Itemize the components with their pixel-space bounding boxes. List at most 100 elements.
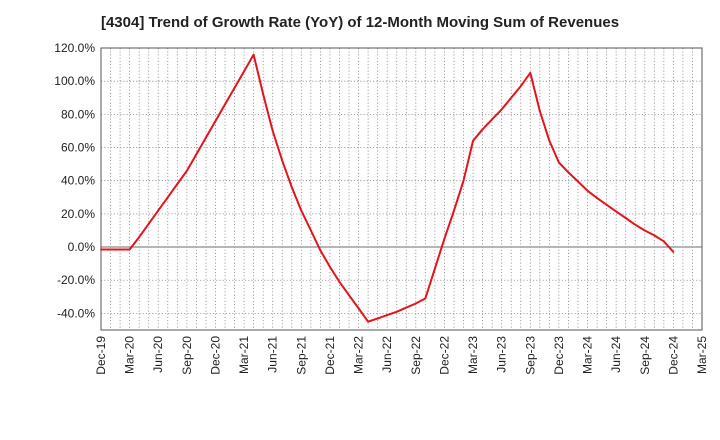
data-point — [672, 251, 675, 253]
x-tick-label: Mar-21 — [237, 336, 251, 374]
x-tick-label: Jun-21 — [266, 336, 280, 373]
data-point — [195, 153, 198, 156]
data-point — [472, 139, 474, 142]
data-point — [348, 294, 350, 297]
data-point — [577, 180, 579, 183]
data-point — [643, 229, 646, 232]
label-layer: -40.0% -20.0% 0.0% 20.0% 40.0% 60.0% 80.0% 100.… — [54, 41, 709, 375]
data-point — [453, 209, 455, 212]
x-tick-label: Jun-24 — [609, 336, 623, 373]
y-tick-label: 60.0% — [61, 141, 95, 155]
axis-layer — [100, 47, 703, 331]
data-point — [596, 197, 598, 200]
data-point — [558, 161, 560, 164]
data-point — [319, 249, 322, 252]
data-point — [329, 266, 331, 268]
data-point — [386, 314, 389, 316]
data-point — [510, 96, 513, 99]
data-point — [433, 267, 436, 270]
data-point — [538, 110, 541, 112]
data-point — [586, 189, 589, 192]
y-tick-label: 40.0% — [61, 174, 95, 188]
data-point — [100, 248, 102, 251]
data-point — [300, 209, 303, 212]
data-point — [290, 186, 293, 189]
data-point — [157, 209, 160, 212]
data-point — [166, 196, 169, 199]
data-point — [500, 108, 503, 111]
data-point — [567, 171, 570, 174]
x-tick-label: Sep-20 — [180, 336, 194, 375]
data-point — [548, 139, 551, 142]
x-tick-label: Dec-20 — [208, 336, 222, 375]
x-tick-label: Dec-19 — [94, 336, 108, 375]
data-point — [653, 234, 656, 237]
data-point — [395, 310, 398, 313]
data-point — [624, 217, 627, 219]
plot-frame — [100, 47, 703, 331]
y-tick-label: -20.0% — [57, 273, 95, 287]
data-point — [405, 306, 408, 309]
data-point — [414, 302, 417, 305]
grid-layer — [101, 47, 702, 330]
data-point — [214, 120, 217, 122]
y-tick-label: 100.0% — [54, 74, 95, 88]
data-point — [205, 136, 207, 139]
y-tick-label: -40.0% — [57, 306, 95, 320]
data-point — [491, 118, 494, 121]
data-point — [233, 86, 236, 89]
data-point — [224, 103, 226, 106]
data-point — [271, 130, 274, 132]
data-point — [147, 222, 150, 225]
y-tick-label: 0.0% — [68, 240, 96, 254]
data-point — [252, 53, 255, 56]
x-tick-label: Dec-22 — [437, 336, 451, 375]
data-point — [176, 183, 179, 185]
x-tick-label: Sep-21 — [294, 336, 308, 375]
data-point — [605, 203, 608, 206]
data-point — [281, 159, 284, 162]
y-tick-label: 120.0% — [54, 41, 95, 55]
series-layer — [100, 53, 675, 323]
data-point — [338, 280, 341, 283]
data-point — [367, 320, 370, 323]
data-point — [481, 128, 484, 131]
data-point — [109, 248, 112, 251]
data-point — [262, 93, 265, 96]
data-point — [462, 179, 465, 182]
data-point — [185, 169, 188, 172]
data-point — [443, 237, 446, 240]
x-tick-label: Dec-23 — [552, 336, 566, 375]
data-point — [119, 248, 121, 251]
x-tick-label: Jun-20 — [151, 336, 165, 373]
x-tick-label: Jun-22 — [380, 336, 394, 373]
x-tick-label: Sep-23 — [523, 336, 537, 375]
x-tick-label: Sep-24 — [638, 336, 652, 375]
x-tick-label: Sep-22 — [409, 336, 423, 375]
data-point — [662, 240, 665, 243]
x-tick-label: Mar-23 — [466, 336, 480, 374]
data-point — [243, 70, 245, 73]
data-point — [529, 71, 532, 74]
data-point — [634, 223, 637, 226]
chart-title: [4304] Trend of Growth Rate (YoY) of 12-… — [100, 14, 620, 31]
data-point — [424, 297, 427, 300]
y-tick-label: 80.0% — [61, 107, 95, 121]
data-point — [309, 229, 312, 232]
x-tick-label: Mar-20 — [123, 336, 137, 374]
y-tick-label: 20.0% — [61, 207, 95, 221]
x-tick-label: Dec-24 — [666, 336, 680, 375]
x-tick-label: Jun-23 — [495, 336, 509, 373]
data-point — [138, 236, 141, 239]
data-point — [519, 85, 522, 88]
x-tick-label: Mar-25 — [695, 336, 709, 374]
data-point — [376, 317, 379, 320]
data-point — [357, 307, 360, 310]
data-point — [615, 210, 618, 213]
x-tick-label: Mar-22 — [352, 336, 366, 374]
x-tick-label: Dec-21 — [323, 336, 337, 375]
data-point — [128, 248, 131, 251]
x-tick-label: Mar-24 — [581, 336, 595, 374]
